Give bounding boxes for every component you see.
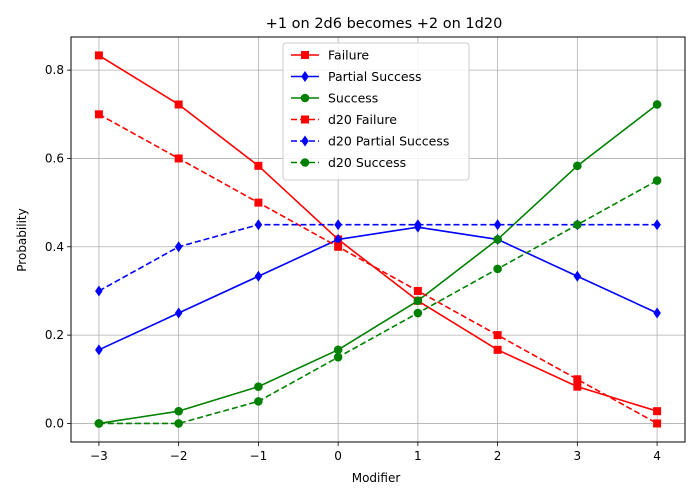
series-line-failure [98, 54, 658, 412]
legend-swatch-marker [301, 115, 309, 124]
data-point-d20-success [333, 352, 343, 362]
data-point-failure [573, 382, 582, 391]
series-line-d20-success [98, 179, 658, 425]
series-d20-success [94, 176, 662, 428]
series-line-success [98, 103, 658, 425]
x-tick-label: 1 [414, 449, 422, 463]
data-point-d20-partial-success [653, 219, 661, 231]
y-tick-label: 0.8 [45, 63, 64, 77]
x-tick-label: 0 [334, 449, 342, 463]
legend-label: Partial Success [328, 69, 422, 84]
data-point-d20-success [94, 419, 104, 428]
y-tick-label: 0.4 [45, 240, 64, 254]
series-d20-partial-success [95, 219, 661, 297]
data-point-d20-failure [334, 242, 343, 251]
data-point-success [333, 345, 343, 355]
series-line-d20-failure [98, 113, 658, 425]
data-point-success [174, 406, 183, 416]
data-point-d20-partial-success [174, 241, 183, 253]
data-point-success [573, 161, 582, 171]
data-point-failure [493, 345, 502, 354]
data-point-d20-failure [653, 419, 662, 428]
y-axis: 0.0 0.2 0.4 0.6 0.8 [45, 63, 71, 430]
legend-swatch-marker [301, 135, 309, 147]
legend-item-d20-partial-success: d20 Partial Success [291, 134, 449, 149]
x-tick-label: 4 [653, 449, 661, 463]
legend-swatch-marker [301, 51, 309, 59]
legend-item-d20-success: d20 Success [291, 155, 406, 170]
data-point-d20-success [174, 419, 183, 428]
data-point-d20-success [573, 220, 582, 230]
data-point-d20-success [652, 176, 662, 185]
legend-item-d20-failure: d20 Failure [291, 112, 397, 127]
data-point-d20-partial-success [254, 219, 263, 231]
data-point-partial-success [573, 270, 582, 282]
x-tick-label: 2 [494, 449, 502, 463]
x-axis-label: Modifier [352, 471, 401, 485]
legend-item-success: Success [291, 91, 378, 106]
data-point-failure [254, 161, 263, 170]
data-point-d20-failure [174, 154, 183, 163]
x-axis: −3 −2 −1 0 1 2 3 4 [90, 442, 661, 463]
data-point-d20-partial-success [493, 219, 502, 231]
legend-label: d20 Partial Success [328, 134, 449, 149]
data-point-d20-success [493, 264, 502, 274]
data-point-d20-failure [254, 198, 263, 207]
legend-label: Failure [328, 48, 369, 63]
x-tick-label: −1 [250, 449, 268, 463]
plot-frame [70, 36, 686, 443]
data-point-failure [653, 407, 662, 416]
data-point-success [652, 100, 662, 109]
data-point-d20-success [254, 397, 263, 406]
x-tick-label: −2 [170, 449, 188, 463]
data-point-partial-success [95, 344, 103, 356]
data-point-success [413, 296, 423, 306]
data-point-partial-success [254, 270, 263, 282]
series-line-d20-partial-success [98, 223, 658, 292]
data-point-failure [174, 100, 183, 109]
data-point-partial-success [334, 233, 342, 245]
data-point-success [493, 235, 502, 244]
y-tick-label: 0.6 [45, 151, 64, 165]
x-tick-label: −3 [90, 449, 108, 463]
legend-label: d20 Failure [328, 112, 397, 127]
legend-item-partial-success: Partial Success [291, 69, 422, 84]
legend-swatch-marker [301, 71, 309, 82]
legend-label: d20 Success [328, 155, 406, 170]
legend-swatch-marker [300, 93, 310, 103]
data-point-partial-success [653, 307, 661, 319]
data-point-d20-partial-success [414, 219, 422, 231]
data-point-failure [94, 51, 103, 60]
data-point-d20-success [413, 308, 423, 318]
data-point-d20-failure [94, 110, 103, 119]
legend-item-failure: Failure [291, 48, 369, 63]
data-point-d20-failure [493, 331, 502, 340]
legend-label: Success [328, 91, 378, 106]
legend-box [282, 42, 470, 181]
y-tick-label: 0.2 [45, 328, 64, 342]
data-point-d20-partial-success [334, 219, 342, 231]
series-line-partial-success [98, 226, 658, 351]
y-axis-label: Probability [15, 208, 29, 271]
series-partial-success [95, 221, 661, 356]
series-layer [94, 51, 662, 428]
series-d20-failure [94, 110, 662, 428]
data-point-d20-partial-success [95, 285, 103, 297]
y-tick-label: 0.0 [45, 416, 64, 430]
data-point-d20-failure [573, 375, 582, 384]
data-point-d20-failure [413, 286, 422, 295]
data-point-success [254, 382, 263, 391]
x-tick-label: 3 [574, 449, 582, 463]
legend: Failure Partial Success Success d20 Failure… [282, 42, 470, 181]
data-point-partial-success [174, 307, 183, 319]
chart-title: +1 on 2d6 becomes +2 on 1d20 [266, 16, 503, 32]
legend-swatch-marker [300, 158, 310, 167]
